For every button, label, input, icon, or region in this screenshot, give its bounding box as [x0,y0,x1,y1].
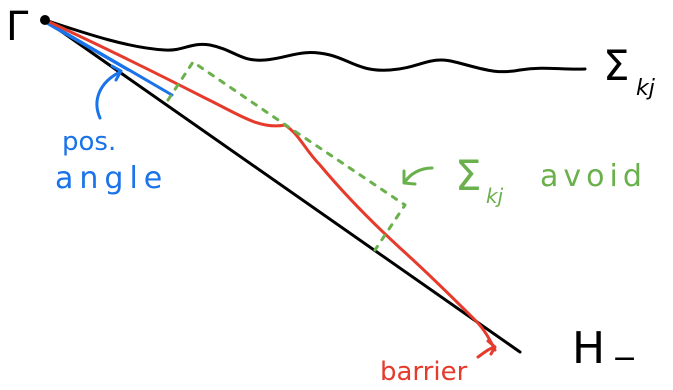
sigma-kj-label: Σ [603,41,630,90]
pos-angle-arrow [95,64,123,120]
barrier-arrow [476,339,497,359]
sigma-avoid-symbol: Σ [455,151,482,200]
h-minus-superscript: − [612,341,637,376]
pos-angle-label-line1: pos. [62,127,116,157]
start-point [40,15,50,25]
barrier-label: barrier [380,357,468,387]
h-minus-line [43,18,522,354]
sigma-avoid-region [166,60,407,252]
sigma-kj-subscript: kj [636,76,656,101]
sigma-avoid-arrow [402,166,434,186]
gamma-label: Γ [6,4,29,50]
sigma-kj-curve [43,18,587,74]
pos-angle-label-line2: angle [55,161,168,196]
sigma-avoid-subscript: kj [486,184,504,208]
sigma-avoid-word: avoid [540,159,647,194]
h-minus-label: H [572,323,605,374]
pos-angle-ray-2 [46,22,130,72]
